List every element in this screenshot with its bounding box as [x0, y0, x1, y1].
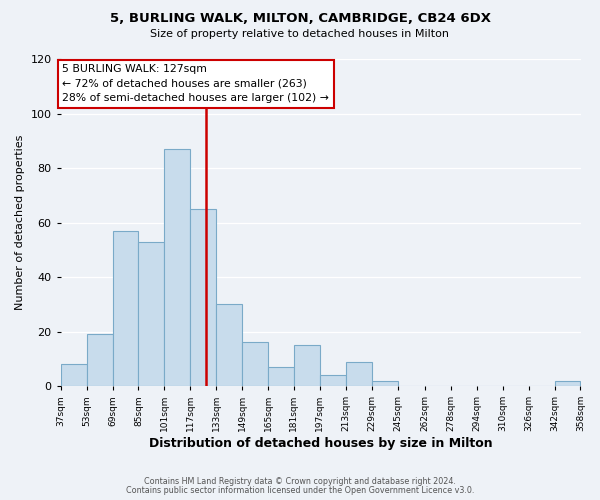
Bar: [371, 380, 398, 386]
Text: Contains HM Land Registry data © Crown copyright and database right 2024.: Contains HM Land Registry data © Crown c…: [144, 477, 456, 486]
Text: Contains public sector information licensed under the Open Government Licence v3: Contains public sector information licen…: [126, 486, 474, 495]
Bar: [346, 362, 371, 386]
Bar: [139, 242, 164, 386]
Bar: [164, 149, 190, 386]
Bar: [294, 345, 320, 386]
Bar: [86, 334, 113, 386]
Y-axis label: Number of detached properties: Number of detached properties: [15, 135, 25, 310]
Text: Size of property relative to detached houses in Milton: Size of property relative to detached ho…: [151, 29, 449, 39]
Text: 5, BURLING WALK, MILTON, CAMBRIDGE, CB24 6DX: 5, BURLING WALK, MILTON, CAMBRIDGE, CB24…: [110, 12, 491, 26]
X-axis label: Distribution of detached houses by size in Milton: Distribution of detached houses by size …: [149, 437, 493, 450]
Text: 5 BURLING WALK: 127sqm
← 72% of detached houses are smaller (263)
28% of semi-de: 5 BURLING WALK: 127sqm ← 72% of detached…: [62, 64, 329, 104]
Bar: [216, 304, 242, 386]
Bar: [190, 209, 216, 386]
Bar: [268, 367, 294, 386]
Bar: [113, 230, 139, 386]
Bar: [320, 375, 346, 386]
Bar: [61, 364, 86, 386]
Bar: [242, 342, 268, 386]
Bar: [554, 380, 580, 386]
